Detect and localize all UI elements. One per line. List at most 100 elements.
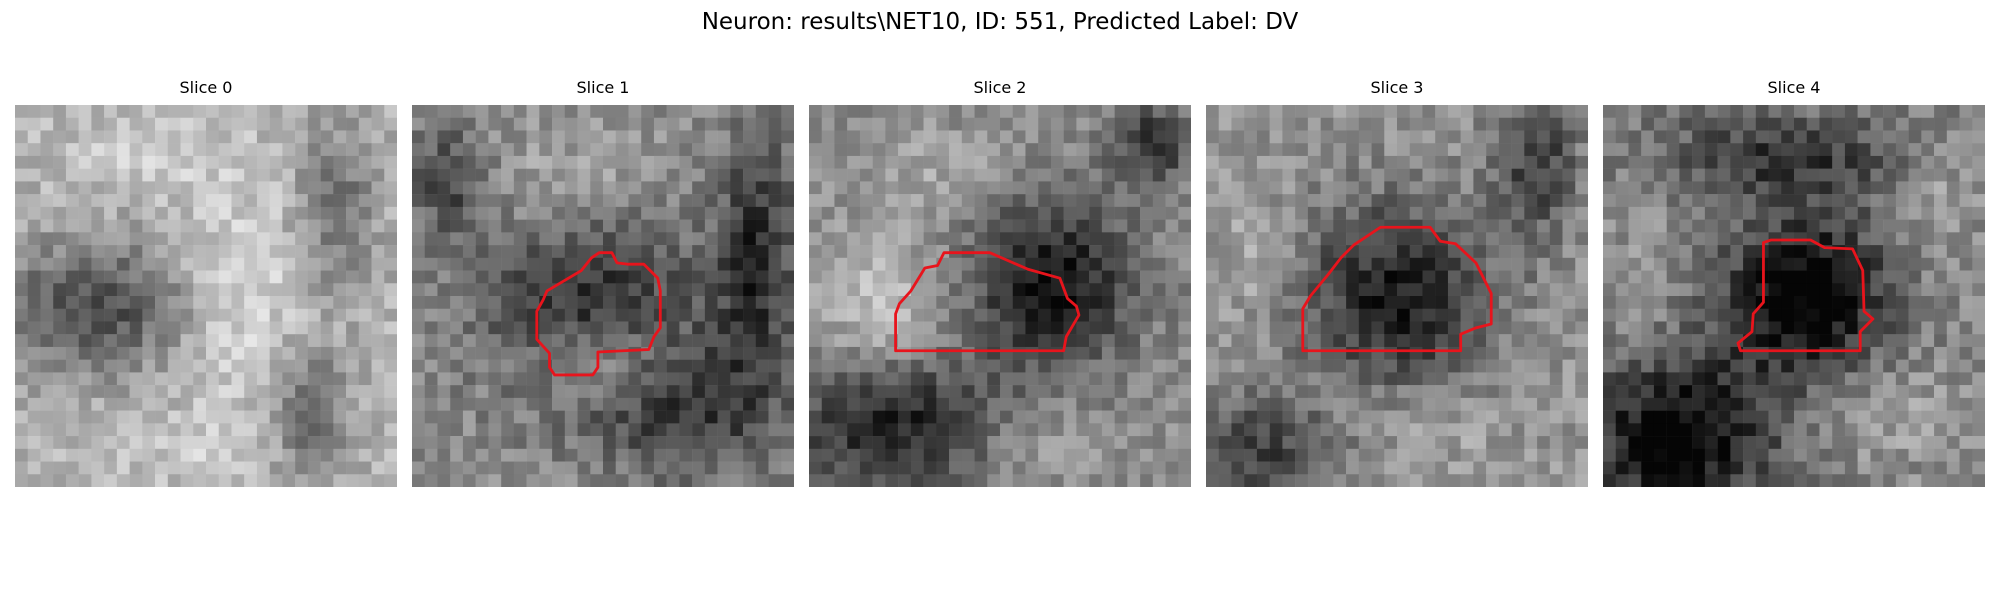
pixel xyxy=(1666,359,1680,373)
pixel xyxy=(1231,296,1245,309)
pixel xyxy=(1409,155,1423,169)
pixel xyxy=(1140,334,1154,348)
pixel xyxy=(1038,436,1052,450)
pixel xyxy=(1972,194,1985,208)
pixel xyxy=(1231,105,1245,118)
pixel xyxy=(666,283,680,297)
pixel xyxy=(167,448,181,462)
pixel xyxy=(847,117,861,131)
pixel xyxy=(295,130,309,144)
pixel xyxy=(1806,385,1820,399)
pixel xyxy=(501,130,515,144)
pixel xyxy=(1562,410,1576,424)
pixel xyxy=(590,410,604,424)
pixel xyxy=(1895,346,1909,360)
pixel xyxy=(1717,461,1731,475)
pixel xyxy=(1165,461,1179,475)
pixel xyxy=(333,359,347,373)
pixel xyxy=(526,143,540,157)
pixel xyxy=(1473,130,1487,144)
pixel xyxy=(1934,346,1948,360)
pixel xyxy=(1653,474,1667,487)
pixel xyxy=(1244,308,1258,322)
pixel xyxy=(244,461,258,475)
pixel xyxy=(539,105,553,118)
pixel xyxy=(704,117,718,131)
pixel xyxy=(987,296,1001,309)
pixel xyxy=(653,232,667,246)
pixel xyxy=(1883,130,1897,144)
pixel xyxy=(27,283,41,297)
pixel xyxy=(346,181,360,195)
pixel xyxy=(1921,308,1935,322)
pixel xyxy=(692,436,706,450)
pixel xyxy=(564,206,578,220)
pixel xyxy=(1152,219,1166,233)
pixel xyxy=(1511,334,1525,348)
pixel xyxy=(307,448,321,462)
pixel xyxy=(1282,308,1296,322)
pixel xyxy=(244,321,258,335)
pixel xyxy=(679,245,693,259)
pixel xyxy=(704,321,718,335)
pixel xyxy=(320,155,334,169)
pixel xyxy=(1883,321,1897,335)
pixel xyxy=(1320,117,1334,131)
pixel xyxy=(65,117,79,131)
pixel xyxy=(872,283,886,297)
pixel xyxy=(898,296,912,309)
pixel xyxy=(859,461,873,475)
pixel xyxy=(295,232,309,246)
pixel xyxy=(256,296,270,309)
pixel xyxy=(412,206,425,220)
pixel xyxy=(437,194,451,208)
pixel xyxy=(1473,105,1487,118)
pixel xyxy=(961,130,975,144)
pixel xyxy=(1460,474,1474,487)
pixel xyxy=(1641,194,1655,208)
pixel xyxy=(1101,461,1115,475)
pixel xyxy=(358,321,372,335)
pixel xyxy=(269,143,283,157)
pixel xyxy=(1959,448,1973,462)
pixel xyxy=(781,232,794,246)
pixel xyxy=(1435,321,1449,335)
pixel xyxy=(1857,397,1871,411)
pixel xyxy=(1346,168,1360,182)
pixel xyxy=(730,372,744,386)
pixel xyxy=(1486,448,1500,462)
pixel xyxy=(1371,168,1385,182)
pixel xyxy=(1575,194,1588,208)
pixel xyxy=(1025,245,1039,259)
pixel xyxy=(320,270,334,284)
pixel xyxy=(358,448,372,462)
pixel xyxy=(1063,448,1077,462)
pixel xyxy=(564,105,578,118)
pixel xyxy=(218,105,232,118)
pixel xyxy=(1781,423,1795,437)
pixel xyxy=(1895,321,1909,335)
pixel xyxy=(412,474,425,487)
pixel xyxy=(1218,206,1232,220)
pixel xyxy=(1498,117,1512,131)
pixel xyxy=(320,117,334,131)
pixel xyxy=(1409,270,1423,284)
pixel xyxy=(1178,474,1191,487)
pixel xyxy=(898,257,912,271)
pixel xyxy=(974,155,988,169)
pixel xyxy=(206,372,219,386)
pixel xyxy=(974,308,988,322)
pixel xyxy=(987,155,1001,169)
pixel xyxy=(615,397,629,411)
pixel xyxy=(872,308,886,322)
pixel xyxy=(78,334,92,348)
pixel xyxy=(1152,194,1166,208)
pixel xyxy=(65,283,79,297)
pixel xyxy=(40,359,54,373)
pixel xyxy=(859,321,873,335)
pixel xyxy=(1397,359,1410,373)
pixel xyxy=(1615,436,1629,450)
pixel xyxy=(1615,194,1629,208)
pixel xyxy=(821,321,835,335)
pixel xyxy=(590,257,604,271)
